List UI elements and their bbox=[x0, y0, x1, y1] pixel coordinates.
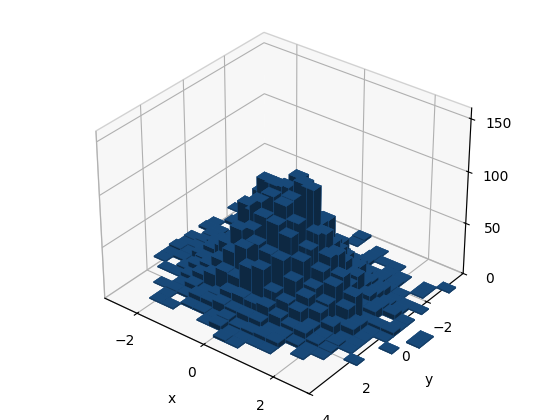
Y-axis label: y: y bbox=[425, 373, 433, 387]
X-axis label: x: x bbox=[168, 392, 176, 406]
